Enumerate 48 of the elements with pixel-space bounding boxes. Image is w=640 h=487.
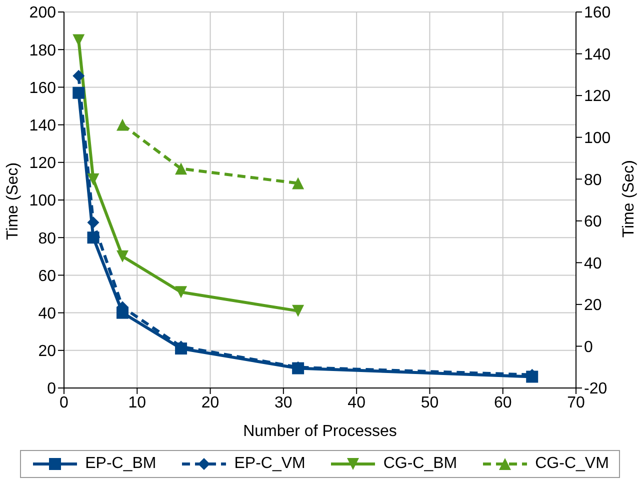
- x-tick-label: 60: [494, 394, 512, 412]
- point: [87, 173, 100, 186]
- y2-tick-label: 140: [584, 46, 611, 64]
- point: [175, 286, 188, 298]
- y2-axis-title: Time (Sec): [620, 160, 638, 238]
- x-tick-label: 20: [201, 394, 220, 412]
- y2-tick-label: 80: [584, 172, 602, 189]
- y-tick-label: 200: [29, 4, 56, 22]
- y-tick-label: 0: [47, 380, 56, 398]
- y-tick-label: 60: [38, 268, 56, 285]
- x-tick-label: 30: [274, 394, 292, 412]
- legend-label: CG-C_VM: [535, 455, 609, 473]
- point: [292, 177, 304, 190]
- y2-tick-label: 20: [584, 297, 602, 314]
- y2-tick-label: -20: [584, 380, 608, 398]
- y-tick-label: 40: [38, 305, 56, 322]
- point: [116, 118, 129, 131]
- y-axis-title: Time (Sec): [4, 162, 22, 240]
- y2-tick-label: 100: [584, 130, 611, 148]
- y2-tick-label: 160: [584, 4, 611, 22]
- point: [87, 232, 100, 244]
- point: [72, 34, 85, 46]
- y2-tick-label: 40: [584, 255, 602, 272]
- y-tick-label: 80: [38, 230, 56, 248]
- point: [72, 86, 85, 99]
- y-tick-label: 180: [29, 42, 56, 60]
- y-tick-label: 100: [29, 192, 56, 210]
- point: [292, 304, 304, 317]
- x-tick-label: 50: [420, 394, 439, 412]
- y-tick-label: 120: [29, 155, 56, 172]
- y2-tick-label: 60: [584, 214, 602, 231]
- legend-label: EP-C_BM: [85, 455, 156, 473]
- y2-tick-label: 0: [584, 338, 593, 356]
- x-axis-title: Number of Processes: [243, 423, 397, 440]
- point: [116, 250, 129, 262]
- legend-label: EP-C_VM: [234, 455, 306, 473]
- x-tick-label: 70: [567, 394, 585, 412]
- y-tick-label: 20: [38, 343, 56, 360]
- point: [72, 70, 85, 82]
- y-tick-label: 160: [29, 80, 56, 97]
- legend-label: CG-C_BM: [383, 455, 458, 473]
- point: [87, 216, 100, 229]
- x-tick-label: 0: [60, 394, 69, 412]
- y-tick-label: 140: [29, 117, 56, 134]
- y2-tick-label: 120: [584, 88, 611, 106]
- point: [175, 162, 188, 175]
- x-tick-label: 40: [348, 394, 366, 412]
- x-tick-label: 10: [128, 394, 146, 412]
